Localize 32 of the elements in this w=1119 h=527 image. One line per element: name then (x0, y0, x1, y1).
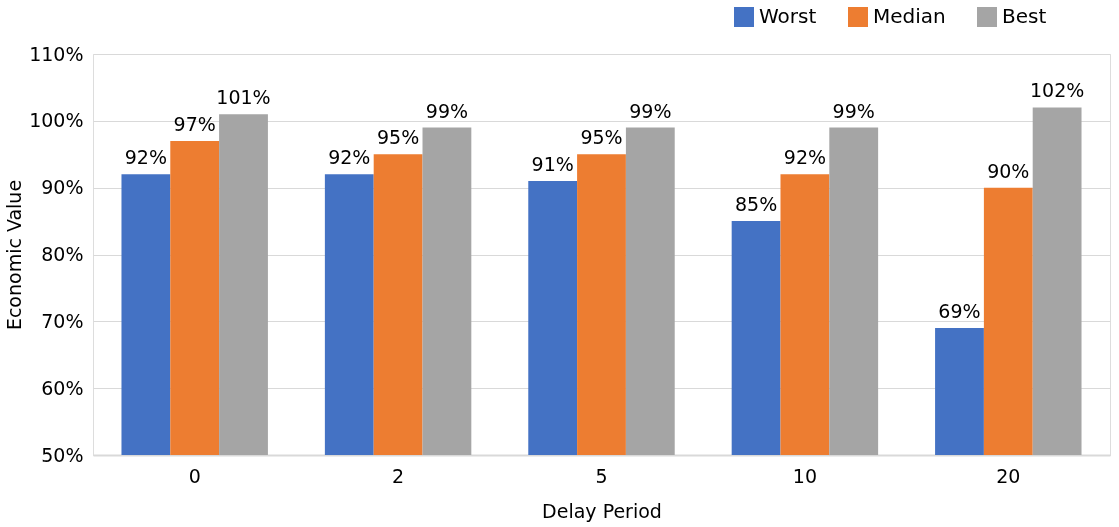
x-tick-label: 5 (595, 464, 608, 487)
x-tick-label: 20 (996, 464, 1021, 487)
data-label: 85% (734, 193, 778, 216)
legend-label: Median (873, 4, 946, 28)
x-axis-title: Delay Period (542, 499, 662, 522)
data-label: 95% (376, 126, 420, 149)
data-label: 99% (425, 99, 469, 122)
y-tick-label: 50% (41, 443, 84, 466)
y-tick-label: 90% (41, 176, 84, 199)
data-label: 92% (328, 146, 371, 169)
x-tick-label: 10 (792, 464, 817, 487)
data-label: 97% (173, 112, 216, 135)
y-tick-label: 110% (29, 42, 84, 65)
data-label: 99% (629, 99, 672, 122)
y-tick-label: 60% (41, 376, 84, 399)
y-axis-title: Economic Value (3, 179, 26, 331)
x-tick-label: 2 (392, 464, 405, 487)
y-tick-label: 100% (29, 109, 84, 132)
data-label: 101% (216, 86, 271, 109)
data-label: 69% (938, 300, 981, 323)
data-label: 95% (580, 126, 623, 149)
data-label: 92% (783, 146, 827, 169)
legend-label: Best (1002, 4, 1047, 28)
x-tick-label: 0 (188, 464, 201, 487)
data-label: 102% (1029, 79, 1085, 102)
data-label: 90% (987, 159, 1030, 182)
y-tick-label: 80% (41, 243, 84, 265)
data-label: 92% (124, 146, 167, 169)
data-label: 91% (531, 152, 574, 175)
data-label: 99% (832, 99, 875, 122)
legend-label: Worst (759, 4, 817, 28)
y-tick-label: 70% (41, 309, 84, 332)
